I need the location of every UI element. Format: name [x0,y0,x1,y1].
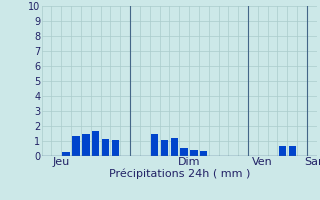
Bar [180,148,188,156]
Bar [171,138,178,156]
Bar [62,152,70,156]
Bar [112,140,119,156]
Bar [279,146,286,156]
Bar [102,139,109,156]
Bar [161,140,168,156]
Bar [289,146,296,156]
Bar [82,134,90,156]
X-axis label: Précipitations 24h ( mm ): Précipitations 24h ( mm ) [108,169,250,179]
Bar [200,151,207,156]
Bar [151,134,158,156]
Bar [92,130,99,156]
Bar [190,150,198,156]
Bar [72,136,80,156]
